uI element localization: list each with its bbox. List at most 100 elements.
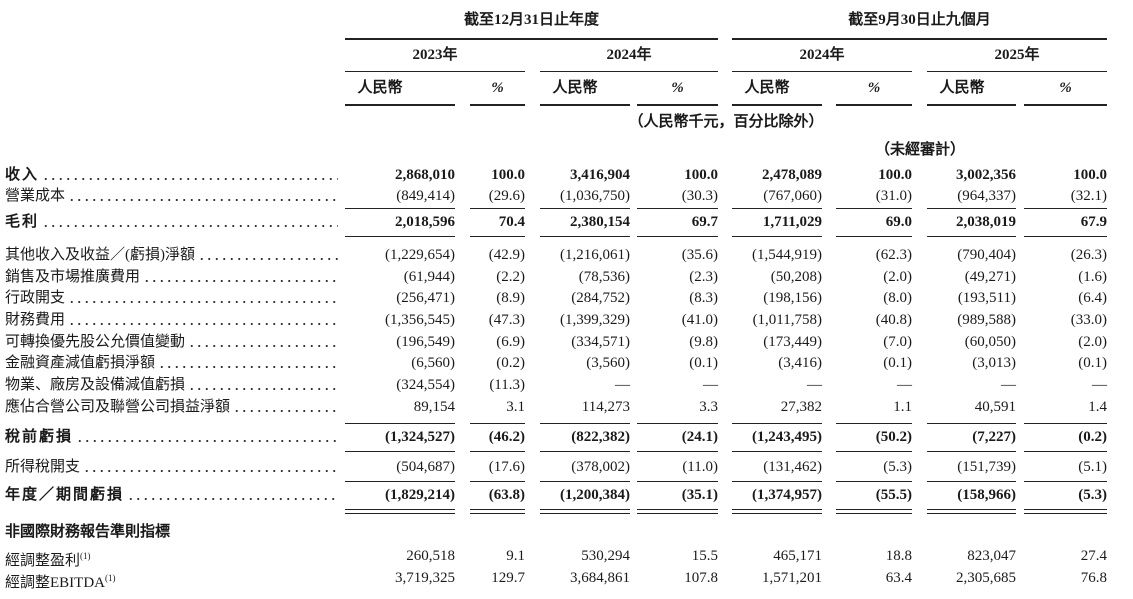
- row-label: 銷售及市場推廣費用: [5, 267, 340, 287]
- cell: (50,208): [770, 269, 822, 285]
- cell: (6.4): [1078, 290, 1107, 306]
- rule: [637, 513, 718, 514]
- label-text: 應佔合營公司及聯營公司損益淨額: [5, 399, 231, 415]
- period-group: 截至9月30日止九個月: [848, 12, 991, 28]
- rule: [470, 509, 525, 510]
- cell: (60,050): [964, 334, 1016, 350]
- rule: [836, 423, 912, 424]
- cell: (40.8): [875, 312, 912, 328]
- rule: [540, 509, 630, 510]
- rule: [345, 208, 455, 209]
- rule: [637, 423, 718, 424]
- cell: 3.3: [699, 399, 718, 415]
- rule: [540, 208, 630, 209]
- rule: [732, 423, 822, 424]
- leader: [42, 216, 338, 228]
- rule: [637, 451, 718, 452]
- cell: (767,060): [763, 188, 822, 204]
- rule: [927, 481, 1016, 482]
- cell: (49,271): [964, 269, 1016, 285]
- rule: [732, 208, 822, 209]
- cell: (2.0): [1078, 334, 1107, 350]
- cell: (6,560): [411, 355, 455, 371]
- cell: (17.6): [488, 459, 525, 475]
- label-text: 可轉換優先股公允價值變動: [5, 334, 186, 350]
- label-text: 經調整盈利(1): [5, 551, 91, 569]
- rule: [927, 423, 1016, 424]
- rule: [732, 481, 822, 482]
- cell: (1,829,214): [385, 487, 455, 503]
- cell: 2,868,010: [395, 167, 455, 183]
- cell: (63.8): [488, 487, 525, 503]
- row-label: 經調整盈利(1): [5, 546, 340, 571]
- cell: (5.3): [883, 459, 912, 475]
- row-label: 非國際財務報告準則指標: [5, 522, 340, 542]
- column-header: 人民幣: [939, 80, 985, 96]
- cell: (2.3): [689, 269, 718, 285]
- cell: (5.3): [1078, 487, 1107, 503]
- cell: —: [615, 377, 630, 393]
- rule: [637, 481, 718, 482]
- cell: (849,414): [396, 188, 455, 204]
- row-label: 毛利: [5, 212, 340, 232]
- cell: (26.3): [1070, 247, 1107, 263]
- label-text: 經調整EBITDA(1): [5, 573, 116, 591]
- cell: (378,002): [571, 459, 630, 475]
- leader: [68, 292, 338, 304]
- cell: (24.1): [681, 429, 718, 445]
- cell: (35.6): [681, 247, 718, 263]
- cell: 3,002,356: [956, 167, 1016, 183]
- cell: (151,739): [957, 459, 1016, 475]
- leader: [233, 401, 338, 413]
- cell: 2,305,685: [956, 570, 1016, 586]
- cell: (2.0): [883, 269, 912, 285]
- cell: (256,471): [396, 290, 455, 306]
- cell: (50.2): [875, 429, 912, 445]
- cell: (1,243,495): [752, 429, 822, 445]
- cell: 260,518: [406, 548, 455, 564]
- cell: (1,011,758): [752, 312, 822, 328]
- row-label: 財務費用: [5, 310, 340, 330]
- cell: 1,711,029: [762, 214, 822, 230]
- cell: (41.0): [681, 312, 718, 328]
- cell: 69.0: [885, 214, 912, 230]
- cell: 530,294: [581, 548, 630, 564]
- cell: (1,229,654): [385, 247, 455, 263]
- row-label: 金融資產減值虧損淨額: [5, 353, 340, 373]
- rule: [1024, 208, 1107, 209]
- cell: 100.0: [1073, 167, 1107, 183]
- leader: [188, 336, 338, 348]
- cell: (5.1): [1078, 459, 1107, 475]
- label-text: 財務費用: [5, 312, 66, 328]
- rule: [345, 481, 455, 482]
- cell: (0.1): [883, 355, 912, 371]
- cell: (62.3): [875, 247, 912, 263]
- cell: (0.2): [496, 355, 525, 371]
- rule: [732, 451, 822, 452]
- rule: [1024, 509, 1107, 510]
- rule: [540, 236, 630, 237]
- cell: 89,154: [413, 399, 455, 415]
- cell: 69.7: [691, 214, 718, 230]
- rule: [345, 451, 455, 452]
- cell: (198,156): [763, 290, 822, 306]
- rule: [540, 513, 630, 514]
- cell: (0.1): [689, 355, 718, 371]
- rule: [637, 104, 718, 106]
- cell: 2,018,596: [395, 214, 455, 230]
- cell: 76.8: [1080, 570, 1107, 586]
- rule: [345, 509, 455, 510]
- leader: [68, 314, 338, 326]
- cell: (7.0): [883, 334, 912, 350]
- rule: [732, 38, 1107, 40]
- cell: (504,687): [396, 459, 455, 475]
- unit-note: （人民幣千元，百分比除外）: [628, 114, 824, 130]
- cell: (1,324,527): [385, 429, 455, 445]
- row-label: 所得稅開支: [5, 457, 340, 477]
- cell: (47.3): [488, 312, 525, 328]
- label-text: 收入: [5, 167, 40, 183]
- cell: (11.3): [489, 377, 525, 393]
- leader: [83, 461, 338, 473]
- row-label: 其他收入及收益／(虧損)淨額: [5, 245, 340, 265]
